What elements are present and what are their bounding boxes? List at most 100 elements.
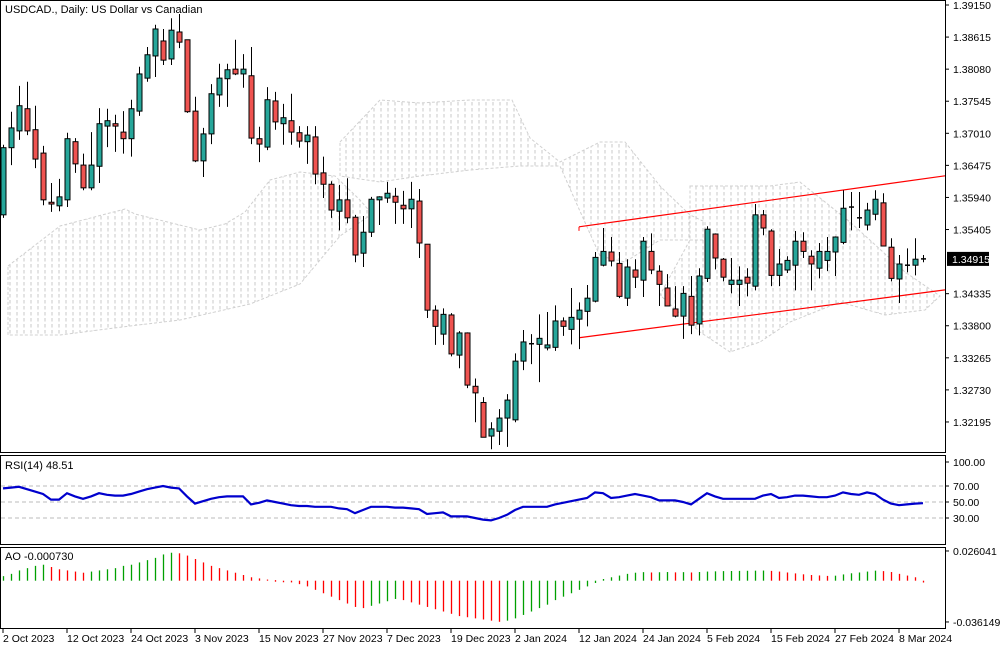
ao-indicator: 0.026041 -0.036149 [2, 546, 1000, 629]
price-axis-label: 1.39150 [953, 0, 991, 12]
date-label: 5 Feb 2024 [707, 633, 760, 645]
candle [800, 232, 807, 258]
candle [672, 286, 679, 318]
candle [240, 54, 247, 88]
main-panel[interactable] [0, 0, 946, 453]
candle [712, 233, 719, 270]
ao-label: AO -0.000730 [5, 551, 74, 563]
candle [529, 334, 534, 365]
price-axis-label: 1.32195 [953, 417, 991, 429]
ao-axis-label: -0.036149 [953, 617, 1000, 629]
candle-body [112, 123, 119, 127]
candle [568, 287, 575, 345]
current-price-label: 1.34915 [952, 254, 990, 266]
candle [760, 210, 767, 236]
candle-body [232, 68, 239, 75]
rsi-panel[interactable] [0, 455, 946, 545]
candle-body [560, 320, 567, 327]
candle-body [816, 250, 823, 269]
candle [736, 266, 743, 306]
candle [152, 24, 159, 77]
rsi-axis-label: 100.00 [953, 457, 985, 469]
candle [32, 105, 39, 169]
candle-body [296, 132, 303, 142]
candle-body [480, 401, 487, 438]
rsi-axis-label: 70.00 [953, 481, 979, 493]
price-axis-label: 1.38080 [953, 64, 991, 76]
candle-body [496, 417, 503, 432]
candle-body [768, 230, 775, 276]
candle [360, 216, 367, 267]
candle [696, 268, 703, 336]
candle [600, 228, 607, 267]
candle-body [16, 105, 23, 132]
candle [488, 422, 495, 450]
candle [776, 249, 783, 287]
cloud-area [659, 181, 941, 353]
candle [552, 305, 559, 351]
price-axis-label: 1.37545 [953, 96, 991, 108]
candle-body [456, 332, 463, 356]
date-label: 7 Dec 2023 [387, 633, 441, 645]
candle [128, 99, 135, 157]
candle-body [536, 337, 543, 345]
candle [752, 204, 759, 291]
date-label: 27 Nov 2023 [323, 633, 383, 645]
ao-panel[interactable] [0, 547, 946, 629]
candle-body [736, 279, 743, 285]
price-axis-label: 1.36475 [953, 160, 991, 172]
candle-body [864, 209, 871, 226]
candle-body [288, 120, 295, 133]
candle-body [488, 428, 495, 437]
candle [792, 231, 799, 291]
candle-body [336, 199, 343, 212]
candle-body [280, 117, 287, 125]
candle [744, 268, 751, 297]
candle-body [568, 316, 575, 330]
candle [808, 250, 815, 291]
candle-body [656, 270, 663, 285]
channel-upper-line[interactable] [578, 175, 946, 228]
candle-body [520, 341, 527, 362]
candle [280, 103, 287, 145]
candle-body [664, 287, 671, 307]
candle-body [872, 198, 879, 215]
candle-body [328, 183, 335, 211]
cloud-area [7, 171, 373, 336]
channel-lower-line[interactable] [578, 289, 946, 339]
candle-body [176, 31, 183, 43]
candle [840, 190, 847, 245]
rsi-indicator: 100.00 70.00 50.00 30.00 [1, 457, 985, 525]
candle [656, 265, 663, 306]
candle [184, 39, 191, 113]
candle [640, 237, 647, 297]
candle-body [408, 198, 415, 210]
candle-body [752, 214, 759, 287]
candle [24, 81, 31, 136]
candle-body [72, 141, 79, 165]
candle [720, 257, 727, 282]
candle [16, 85, 23, 140]
candle [680, 286, 687, 339]
candle-body [672, 308, 679, 317]
date-label: 15 Feb 2024 [771, 633, 830, 645]
candle-body [720, 258, 727, 278]
candle [472, 378, 479, 423]
candle [168, 18, 175, 65]
candle-body [168, 29, 175, 60]
candle-body [208, 93, 215, 135]
candle-body [48, 201, 55, 205]
candle [424, 243, 431, 318]
candle-body [616, 262, 623, 297]
price-axis[interactable]: 1.39150 1.38615 1.38080 1.37545 1.37010 1.364… [945, 0, 991, 429]
candle-body [432, 309, 439, 327]
candle-body [712, 233, 719, 259]
candle [576, 302, 583, 350]
candle-body [776, 263, 783, 276]
candle [56, 178, 63, 212]
candle-body [32, 129, 39, 160]
price-axis-label: 1.35405 [953, 225, 991, 237]
time-axis[interactable]: 2 Oct 2023 12 Oct 2023 24 Oct 2023 3 Nov 20… [2, 629, 952, 645]
candle [520, 329, 527, 371]
